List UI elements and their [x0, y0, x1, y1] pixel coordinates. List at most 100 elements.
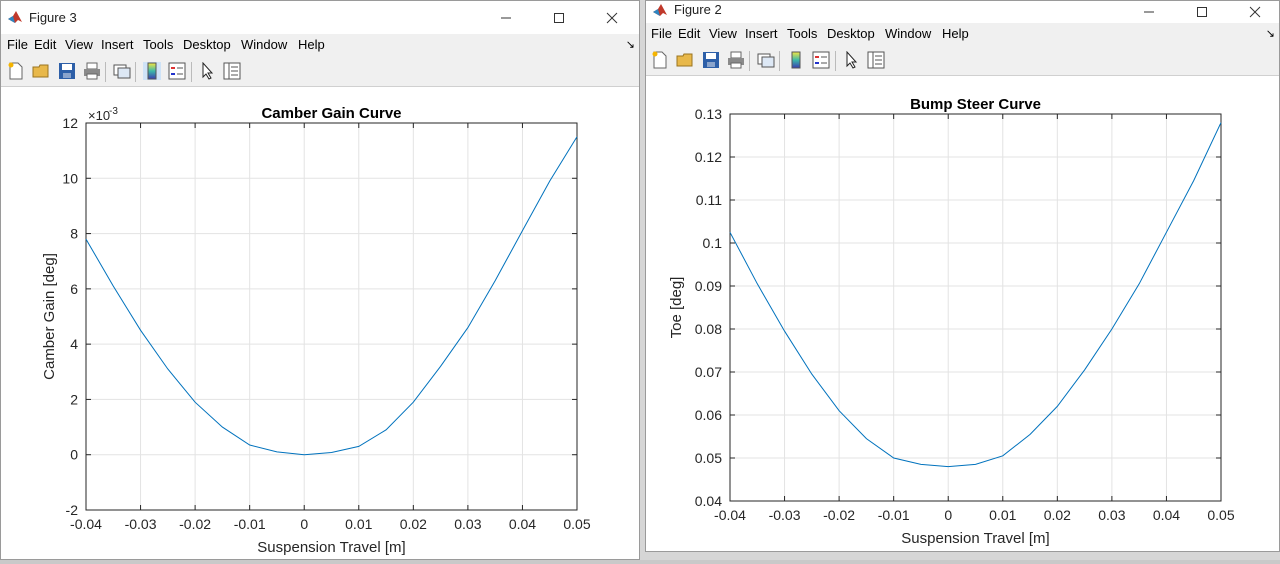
dock-arrow-icon[interactable]: ↘	[1265, 28, 1275, 40]
y-tick-label: 0.07	[695, 364, 722, 380]
new-figure-icon[interactable]	[651, 51, 669, 69]
menu-window[interactable]: Window	[241, 37, 288, 52]
menu-edit[interactable]: Edit	[34, 37, 57, 52]
y-tick-label: 0	[70, 447, 78, 463]
toolbar-separator	[105, 62, 106, 82]
y-tick-label: 0.09	[695, 278, 722, 294]
y-tick-label: 0.1	[703, 235, 723, 251]
x-tick-label: 0.05	[563, 516, 590, 532]
insert-colorbar-icon[interactable]	[143, 62, 161, 80]
axis-exponent-base: ×10	[88, 108, 110, 123]
toolbar-separator	[779, 51, 780, 71]
figure-3-window: Figure 3 File Edit View Insert Tools Des…	[0, 0, 640, 560]
print-icon[interactable]	[727, 51, 745, 69]
edit-plot-pointer-icon[interactable]	[843, 51, 861, 69]
menu-help[interactable]: Help	[298, 37, 325, 52]
menu-view[interactable]: View	[65, 37, 93, 52]
axes-box	[729, 113, 1222, 502]
menu-tools[interactable]: Tools	[787, 26, 818, 41]
link-plot-icon[interactable]	[113, 62, 131, 80]
insert-colorbar-icon[interactable]	[787, 51, 805, 69]
edit-plot-pointer-icon[interactable]	[199, 62, 217, 80]
bump-steer-chart[interactable]: -0.04 -0.03 -0.02 -0.01 0 0.01 0.02 0.03 0.04 0.0…	[646, 76, 1279, 551]
menu-window[interactable]: Window	[885, 26, 932, 41]
minimize-button[interactable]	[483, 1, 529, 34]
save-icon[interactable]	[58, 62, 76, 80]
y-tick-label: 10	[62, 170, 78, 186]
toolbar-separator	[835, 51, 836, 71]
maximize-button[interactable]	[1179, 1, 1225, 23]
menu-help[interactable]: Help	[942, 26, 969, 41]
y-tick-label: 0.08	[695, 321, 722, 337]
dock-arrow-icon[interactable]: ↘	[625, 39, 635, 51]
close-button[interactable]	[1232, 1, 1278, 23]
y-tick-label: 0.04	[695, 493, 722, 509]
property-inspector-icon[interactable]	[867, 51, 885, 69]
menu-edit[interactable]: Edit	[678, 26, 701, 41]
x-tick-label: -0.03	[769, 507, 801, 523]
insert-legend-icon[interactable]	[812, 51, 830, 69]
x-axis-label: Suspension Travel [m]	[901, 530, 1049, 547]
menu-view[interactable]: View	[709, 26, 737, 41]
chart-title: Bump Steer Curve	[910, 96, 1041, 113]
x-tick-label: 0.03	[1098, 507, 1125, 523]
y-tick-label: 0.12	[695, 149, 722, 165]
title-bar[interactable]: Figure 3	[1, 1, 639, 34]
plot-area	[730, 114, 1221, 501]
x-tick-label: 0.02	[1044, 507, 1071, 523]
x-tick-label: -0.02	[179, 516, 211, 532]
menu-tools[interactable]: Tools	[143, 37, 174, 52]
menu-desktop[interactable]: Desktop	[183, 37, 231, 52]
maximize-icon	[554, 12, 564, 23]
close-icon	[606, 12, 618, 23]
menu-bar: File Edit View Insert Tools Desktop Wind…	[1, 34, 639, 56]
close-button[interactable]	[589, 1, 635, 34]
camber-gain-chart[interactable]: -0.04 -0.03 -0.02 -0.01 0 0.01 0.02 0.03 0.04 0.0…	[1, 87, 639, 559]
open-file-icon[interactable]	[32, 62, 50, 80]
x-tick-label: 0	[944, 507, 952, 523]
insert-legend-icon[interactable]	[168, 62, 186, 80]
menu-file[interactable]: File	[651, 26, 672, 41]
x-tick-label: 0.04	[1153, 507, 1180, 523]
menu-file[interactable]: File	[7, 37, 28, 52]
menu-insert[interactable]: Insert	[101, 37, 134, 52]
link-plot-icon[interactable]	[757, 51, 775, 69]
x-tick-label: 0.01	[989, 507, 1016, 523]
toolbar-separator	[749, 51, 750, 71]
x-tick-label: 0.05	[1207, 507, 1234, 523]
figure-canvas: -0.04 -0.03 -0.02 -0.01 0 0.01 0.02 0.03 0.04 0.0…	[1, 87, 639, 559]
close-icon	[1249, 6, 1261, 18]
x-tick-label: -0.01	[234, 516, 266, 532]
x-tick-label: -0.01	[878, 507, 910, 523]
x-tick-label: -0.04	[70, 516, 102, 532]
x-tick-label: 0.03	[454, 516, 481, 532]
window-title: Figure 3	[29, 10, 77, 25]
x-tick-label: -0.04	[714, 507, 746, 523]
y-tick-label: 12	[62, 115, 78, 131]
figure-toolbar	[646, 45, 1279, 76]
title-bar[interactable]: Figure 2	[646, 1, 1279, 23]
property-inspector-icon[interactable]	[223, 62, 241, 80]
minimize-button[interactable]	[1126, 1, 1172, 23]
save-icon[interactable]	[702, 51, 720, 69]
print-icon[interactable]	[83, 62, 101, 80]
y-tick-label: 2	[70, 391, 78, 407]
x-axis-label: Suspension Travel [m]	[257, 539, 405, 556]
maximize-button[interactable]	[536, 1, 582, 34]
y-tick-label: 8	[70, 226, 78, 242]
menu-bar: File Edit View Insert Tools Desktop Wind…	[646, 23, 1279, 45]
x-tick-label: -0.03	[125, 516, 157, 532]
minimize-icon	[501, 17, 511, 18]
x-tick-label: -0.02	[823, 507, 855, 523]
menu-insert[interactable]: Insert	[745, 26, 778, 41]
new-figure-icon[interactable]	[7, 62, 25, 80]
figure-toolbar	[1, 56, 639, 87]
open-file-icon[interactable]	[676, 51, 694, 69]
y-axis-label: Toe [deg]	[668, 277, 685, 339]
matlab-logo-icon	[8, 11, 22, 23]
y-tick-label: 0.13	[695, 106, 722, 122]
y-tick-label: -2	[66, 502, 79, 518]
x-tick-label: 0.04	[509, 516, 536, 532]
y-tick-label: 4	[70, 336, 78, 352]
menu-desktop[interactable]: Desktop	[827, 26, 875, 41]
